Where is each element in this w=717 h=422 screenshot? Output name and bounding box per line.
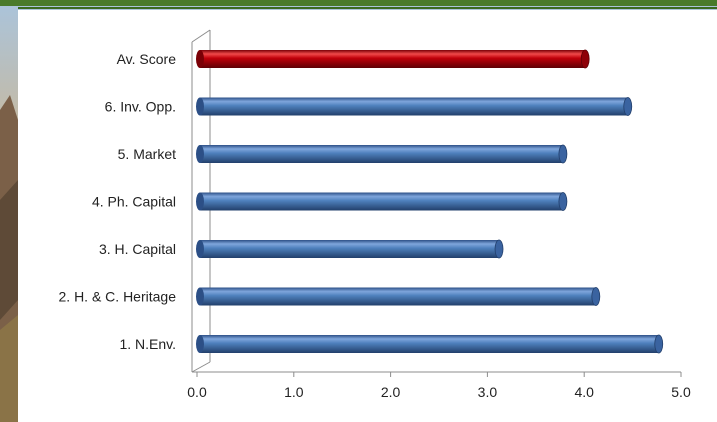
category-label: 2. H. & C. Heritage — [59, 289, 177, 305]
bar-start-cap — [196, 287, 204, 306]
bar-body — [200, 335, 659, 353]
bar-body — [200, 240, 500, 258]
bar-end-cap — [558, 192, 568, 211]
floor-edge — [191, 361, 211, 373]
bar-end-cap — [623, 97, 633, 116]
x-tick-label: 3.0 — [478, 384, 498, 400]
bar-body — [200, 97, 628, 116]
bar-av-score — [196, 49, 590, 69]
category-label: 3. H. Capital — [99, 241, 176, 257]
bar-start-cap — [196, 335, 204, 353]
category-labels: 1. N.Env. 2. H. & C. Heritage 3. H. Capita… — [59, 51, 177, 352]
bar-body — [200, 145, 563, 163]
bar-body — [200, 287, 596, 306]
x-tick-label: 5.0 — [671, 384, 691, 400]
bar-end-cap — [558, 144, 568, 164]
bar-1-n-env — [196, 334, 664, 354]
x-axis-ticks: 0.0 1.0 2.0 3.0 4.0 5.0 — [187, 372, 691, 400]
bar-4-ph-capital — [196, 192, 568, 211]
bar-5-market — [196, 144, 568, 164]
bar-body — [200, 192, 563, 211]
bar-6-inv-opp — [196, 97, 633, 116]
bars — [196, 49, 664, 354]
bar-start-cap — [196, 50, 204, 68]
category-label: 5. Market — [118, 146, 176, 162]
bar-end-cap — [494, 239, 504, 259]
bar-body — [200, 50, 586, 68]
x-tick-label: 2.0 — [381, 384, 401, 400]
category-label: 6. Inv. Opp. — [105, 99, 176, 115]
y-axis-top-edge — [191, 29, 211, 43]
bar-start-cap — [196, 145, 204, 163]
bar-3-h-capital — [196, 239, 504, 259]
x-tick-label: 0.0 — [187, 384, 207, 400]
bar-start-cap — [196, 97, 204, 116]
chart-panel — [18, 10, 717, 422]
category-label: Av. Score — [117, 51, 177, 67]
x-tick-label: 1.0 — [284, 384, 304, 400]
bar-end-cap — [580, 49, 590, 69]
bar-end-cap — [654, 334, 664, 354]
bar-end-cap — [591, 287, 601, 306]
bar-2-h-c-heritage — [196, 287, 601, 306]
category-label: 4. Ph. Capital — [92, 194, 176, 210]
category-label: 1. N.Env. — [119, 336, 176, 352]
bar-start-cap — [196, 192, 204, 211]
x-tick-label: 4.0 — [574, 384, 594, 400]
bar-start-cap — [196, 240, 204, 258]
